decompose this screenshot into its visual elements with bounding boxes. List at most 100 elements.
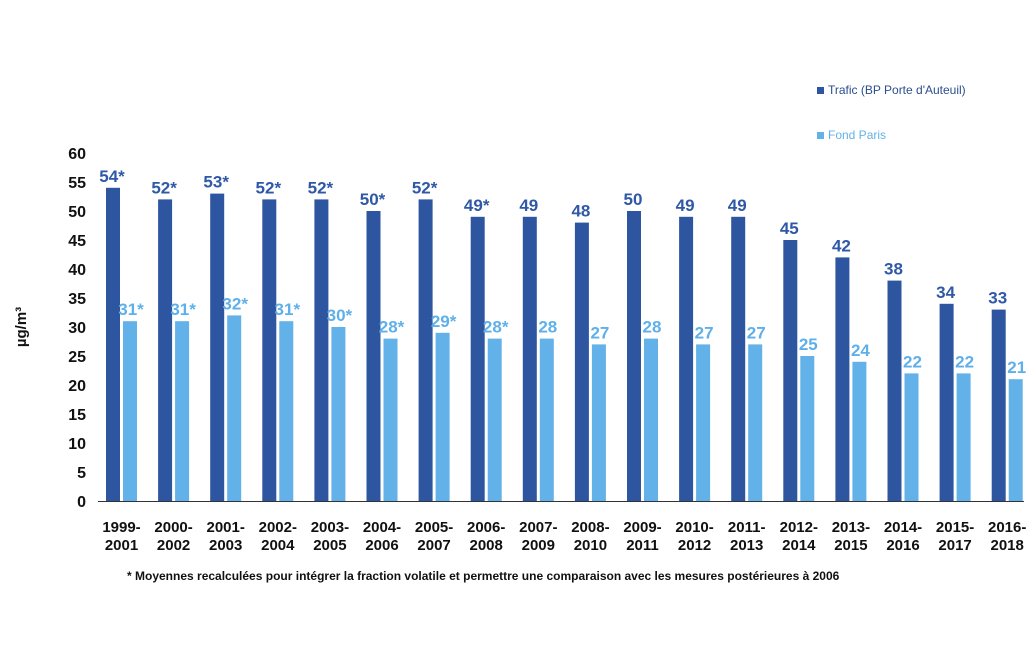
bar-fond-paris — [331, 327, 346, 501]
x-tick-label-line: 2000- — [154, 519, 192, 536]
x-tick-label-line: 2016 — [886, 537, 919, 554]
x-tick-label: 2001-2003 — [207, 519, 245, 554]
y-tick-label: 0 — [77, 494, 86, 511]
data-label-fond-paris: 32* — [222, 294, 248, 313]
data-label-trafic: 38 — [884, 260, 903, 279]
x-tick-label-line: 2002 — [157, 537, 190, 554]
y-axis-label: µg/m³ — [13, 307, 30, 347]
data-label-trafic: 53* — [203, 173, 229, 192]
x-tick-label: 2002-2004 — [259, 519, 297, 554]
x-tick-label: 2006-2008 — [467, 519, 505, 554]
x-tick-label-line: 2001- — [207, 519, 245, 536]
data-label-fond-paris: 31* — [275, 300, 301, 319]
legend-entry-label: Fond Paris — [828, 128, 886, 142]
x-tick-label-line: 2003- — [311, 519, 349, 536]
bar-trafic — [783, 240, 798, 501]
bar-trafic — [470, 216, 485, 502]
data-label-fond-paris: 24 — [851, 341, 870, 360]
x-tick-label-line: 2009- — [623, 519, 661, 536]
data-label-fond-paris: 22 — [955, 352, 974, 371]
data-label-fond-paris: 28 — [538, 318, 557, 337]
y-tick-label: 5 — [77, 465, 86, 482]
bar-fond-paris — [591, 344, 606, 501]
x-tick-label-line: 2011- — [728, 519, 766, 536]
x-tick-label-line: 2004 — [261, 537, 295, 554]
bar-fond-paris — [123, 321, 137, 501]
data-label-trafic: 52* — [151, 178, 177, 197]
data-label-trafic: 50* — [360, 190, 386, 209]
data-label-trafic: 45 — [780, 219, 799, 238]
data-label-fond-paris: 25 — [799, 335, 818, 354]
x-tick-label: 2004-2006 — [363, 519, 401, 554]
bar-fond-paris — [175, 321, 190, 501]
x-tick-label-line: 2013 — [730, 537, 763, 554]
y-tick-label: 45 — [68, 233, 86, 250]
x-tick-label: 2012-2014 — [780, 519, 818, 554]
y-tick-label: 25 — [68, 349, 86, 366]
data-label-fond-paris: 28 — [643, 318, 662, 337]
y-tick-label: 55 — [68, 175, 86, 192]
data-label-fond-paris: 29* — [431, 312, 457, 331]
bar-trafic — [106, 187, 120, 502]
x-tick-label: 2007-2009 — [519, 519, 557, 554]
bar-trafic — [887, 280, 902, 501]
bar-labels: 54* 31* 52* 31* 53* 32* 52* 31* 52* 30* 50* 28* 52* 2… — [99, 167, 1026, 377]
data-label-trafic: 52* — [308, 178, 334, 197]
bar-trafic — [366, 211, 381, 501]
bar-fond-paris — [279, 321, 294, 501]
footnote: * Moyennes recalculées pour intégrer la … — [127, 569, 840, 583]
data-label-trafic: 48 — [571, 202, 590, 221]
data-label-trafic: 42 — [832, 236, 851, 255]
bar-trafic — [991, 309, 1006, 501]
legend-swatch — [817, 87, 824, 94]
bar-trafic — [262, 199, 277, 501]
x-tick-label-line: 2015 — [834, 537, 867, 554]
x-tick-label-line: 2002- — [259, 519, 297, 536]
y-tick-label: 40 — [68, 262, 86, 279]
x-tick-label-line: 2014 — [782, 537, 816, 554]
y-tick-label: 10 — [68, 436, 86, 453]
data-label-fond-paris: 31* — [170, 300, 196, 319]
x-tick-label: 2016-2018 — [988, 519, 1026, 554]
x-tick-label: 2003-2005 — [311, 519, 349, 554]
legend-swatch — [817, 132, 824, 139]
x-tick-label: 2009-2011 — [623, 519, 661, 554]
x-tick-label-line: 2013- — [832, 519, 870, 536]
x-tick-label-line: 2005 — [313, 537, 346, 554]
data-label-trafic: 33 — [988, 289, 1007, 308]
x-tick-label: 2011-2013 — [728, 519, 766, 554]
data-label-trafic: 49* — [464, 196, 490, 215]
bar-trafic — [939, 303, 954, 501]
x-tick-label: 2008-2010 — [571, 519, 609, 554]
data-label-fond-paris: 30* — [327, 306, 353, 325]
bar-trafic — [522, 216, 537, 502]
bars — [106, 187, 1023, 502]
x-tick-label-line: 2012 — [678, 537, 711, 554]
y-axis-label-group: µg/m³ — [13, 307, 30, 347]
bar-trafic — [158, 199, 173, 501]
bar-fond-paris — [487, 338, 502, 501]
x-tick-label-line: 2007 — [417, 537, 450, 554]
bar-fond-paris — [904, 373, 919, 501]
x-tick-label-line: 2011 — [626, 537, 659, 554]
x-tick-label: 2014-2016 — [884, 519, 922, 554]
data-label-fond-paris: 21 — [1007, 358, 1026, 377]
data-label-trafic: 50 — [624, 190, 643, 209]
x-tick-label: 2015-2017 — [936, 519, 974, 554]
bar-trafic — [314, 199, 329, 501]
legend-entry-label: Trafic (BP Porte d'Auteuil) — [828, 83, 966, 97]
bar-trafic — [835, 257, 850, 501]
data-label-fond-paris: 27 — [747, 323, 766, 342]
bar-fond-paris — [696, 344, 711, 501]
x-tick-label-line: 2012- — [780, 519, 818, 536]
x-axis-ticks: 1999-2001 2000-2002 2001-2003 2002-2004 2003… — [102, 519, 1026, 554]
y-tick-label: 20 — [68, 378, 86, 395]
bar-trafic — [210, 193, 225, 501]
bar-fond-paris — [227, 315, 242, 501]
y-tick-label: 15 — [68, 407, 86, 424]
y-tick-label: 50 — [68, 204, 86, 221]
bar-fond-paris — [852, 361, 867, 501]
x-tick-label-line: 2004- — [363, 519, 401, 536]
bar-fond-paris — [539, 338, 554, 501]
